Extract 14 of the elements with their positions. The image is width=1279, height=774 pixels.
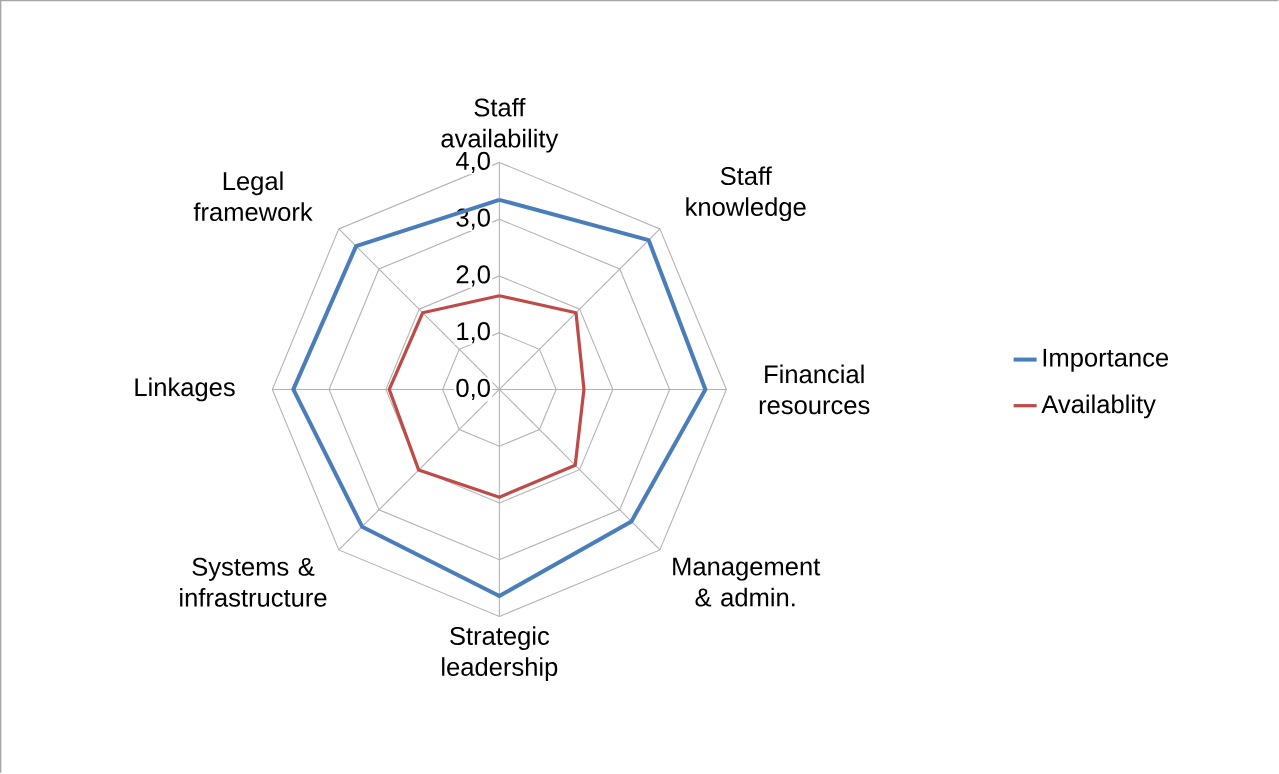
spoke-label: Systems & infrastructure	[180, 557, 327, 608]
spoke-label: Staff availability	[441, 98, 559, 153]
y-tick-label: 1,0	[457, 322, 490, 344]
spoke-label: Strategic leadership	[442, 626, 558, 682]
legend-label: Availablity	[1041, 394, 1156, 419]
spoke-label: Management & admin.	[673, 557, 821, 607]
legend-label: Importance	[1043, 349, 1169, 372]
y-tick-label: 4,0	[455, 152, 490, 174]
y-tick-label: 2,0	[456, 265, 490, 287]
spoke-label: Staff knowledge	[686, 166, 806, 222]
spoke-label: Financial resources	[759, 364, 870, 415]
spoke-label: Linkages	[135, 377, 235, 402]
spoke-label: Legal framework	[193, 171, 313, 222]
y-tick-label: 0,0	[456, 379, 490, 401]
